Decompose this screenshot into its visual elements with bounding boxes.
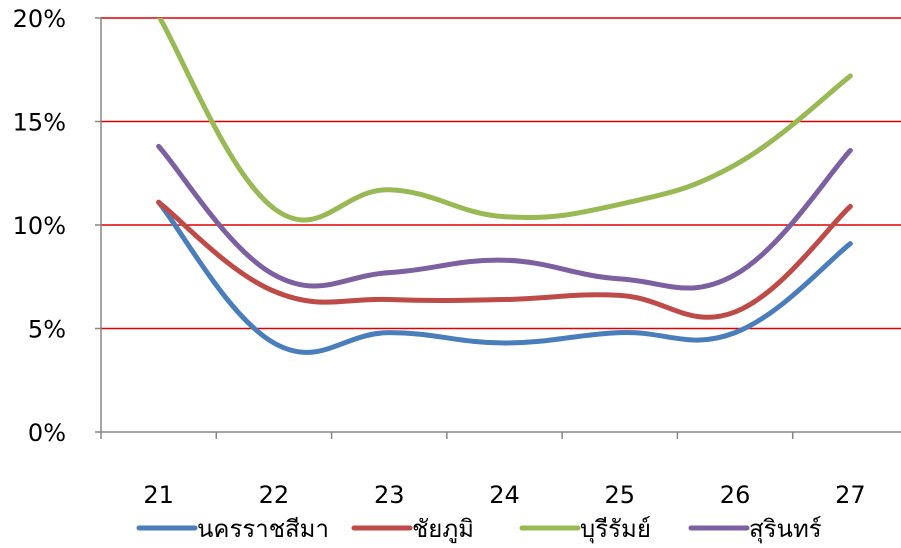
series-line-2 — [156, 199, 853, 320]
legend-item: บุรีรัมย์ — [519, 515, 651, 544]
series-line-1 — [156, 199, 853, 355]
y-tick-labels: 0% 5% 10% 15% 20% — [13, 5, 66, 447]
legend-item: นครราชสีมา — [136, 515, 329, 543]
legend-label: บุรีรัมย์ — [580, 515, 651, 544]
y-tick-label: 0% — [28, 419, 66, 447]
y-tick-label: 20% — [13, 5, 66, 33]
axes — [95, 17, 901, 433]
x-tick-label: 23 — [374, 481, 405, 509]
x-tick-label: 26 — [720, 481, 751, 509]
legend-item: สุรินทร์ — [688, 515, 822, 544]
x-tick-label: 25 — [605, 481, 636, 509]
legend-label: นครราชสีมา — [197, 515, 329, 543]
legend-label: สุรินทร์ — [749, 515, 822, 544]
x-tick-label: 21 — [143, 481, 174, 509]
x-tick-label: 27 — [835, 481, 866, 509]
y-tick-label: 10% — [13, 212, 66, 240]
x-tick-label: 22 — [259, 481, 290, 509]
series-line-3 — [156, 18, 853, 223]
x-tick-labels: 21 22 23 24 25 26 27 — [143, 481, 865, 509]
legend-label: ชัยภูมิ — [412, 515, 474, 544]
y-tick-label: 5% — [28, 316, 66, 344]
x-ticks — [100, 432, 794, 439]
series-lines — [156, 18, 853, 355]
x-tick-label: 24 — [489, 481, 520, 509]
y-tick-label: 15% — [13, 109, 66, 137]
legend-item: ชัยภูมิ — [351, 515, 474, 544]
gridlines — [101, 17, 901, 330]
series-line-4 — [156, 143, 853, 291]
legend: นครราชสีมา ชัยภูมิ บุรีรัมย์ สุรินทร์ — [136, 515, 822, 544]
